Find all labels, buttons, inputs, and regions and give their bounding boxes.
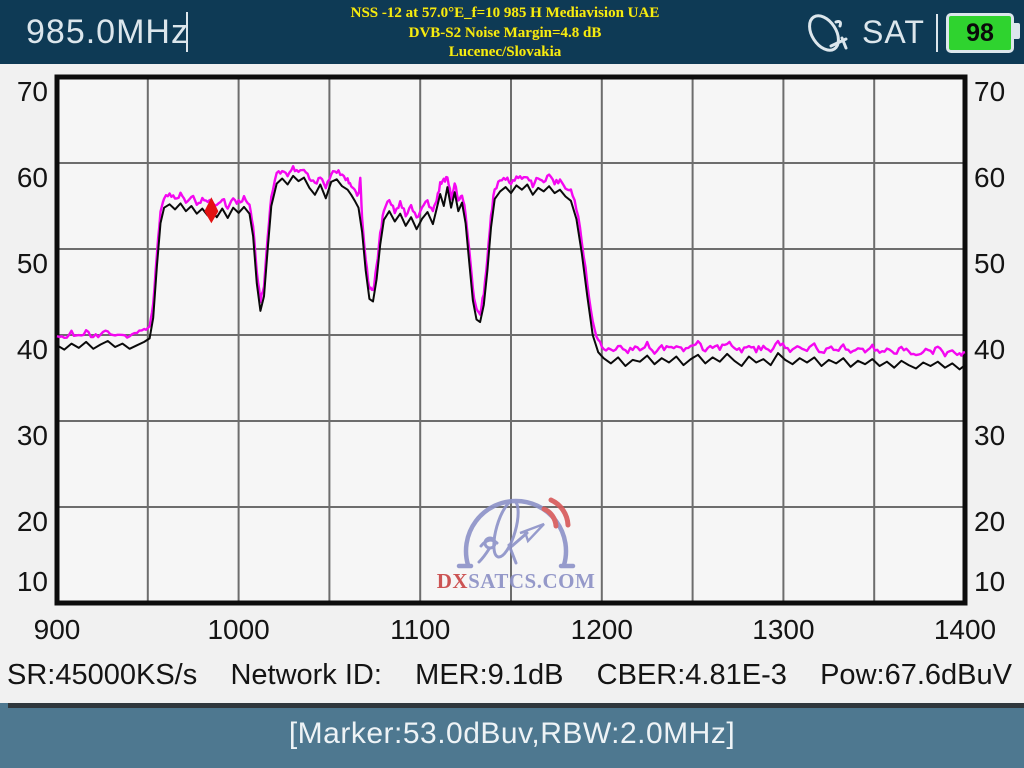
svg-text:900: 900 [34,614,81,645]
battery-nub [1014,23,1020,39]
transponder-title-line: NSS -12 at 57.0°E_f=10 985 H Mediavision… [350,5,660,21]
svg-text:60: 60 [17,162,48,193]
topbar-separator-2 [936,14,938,52]
measurement-status-row: SR:45000KS/s Network ID: MER:9.1dB CBER:… [0,652,1024,698]
cber-value: CBER:4.81E-3 [596,658,787,691]
logo-signal-arc [548,497,571,528]
svg-text:40: 40 [17,334,48,365]
logo-signal-arc [541,506,559,529]
svg-text:50: 50 [974,248,1005,279]
svg-text:1000: 1000 [207,614,269,645]
current-frequency: 985.0MHz [26,13,189,51]
spectrum-plot: 70 70 60 60 50 50 40 40 30 30 20 20 10 10 900 1000 1100 1… [17,74,1005,645]
plot-grid: 70 70 60 60 50 50 40 40 30 30 20 20 10 10 900 1000 1100 1… [17,74,1005,645]
noise-margin-line: DVB-S2 Noise Margin=4.8 dB [408,24,602,41]
logo-dish [492,499,520,559]
battery-percent: 98 [966,19,994,47]
svg-text:1100: 1100 [390,614,450,645]
logo-plane [519,522,545,544]
topbar-separator [186,12,188,52]
svg-text:60: 60 [974,162,1005,193]
location-line: Lucenec/Slovakia [448,44,562,60]
battery-indicator: 98 [946,13,1020,53]
marker-readout: [Marker:53.0dBuv,RBW:2.0MHz] [288,717,736,750]
svg-text:10: 10 [17,566,48,597]
symbol-rate-value: SR:45000KS/s [7,658,198,691]
sat-mode-label: SAT [862,14,925,50]
svg-text:20: 20 [974,506,1005,537]
svg-text:30: 30 [974,420,1005,451]
plot-traces [56,164,966,371]
svg-text:40: 40 [974,334,1005,365]
marker-diamond [204,197,219,224]
power-value: Pow:67.6dBuV [820,658,1012,691]
svg-text:1200: 1200 [571,614,633,645]
transponder-info: NSS -12 at 57.0°E_f=10 985 H Mediavision… [220,4,790,63]
mer-value: MER:9.1dB [415,658,564,691]
svg-text:70: 70 [974,76,1005,107]
satellite-dish-icon [808,14,848,52]
svg-text:1400: 1400 [934,614,996,645]
dxsatcs-watermark-logo: DXSATCS.COM [437,497,596,593]
svg-text:20: 20 [17,506,48,537]
svg-text:10: 10 [974,566,1005,597]
svg-text:1300: 1300 [752,614,814,645]
logo-text: DXSATCS.COM [437,569,596,593]
top-status-bar: 985.0MHz NSS -12 at 57.0°E_f=10 985 H Me… [0,0,1024,64]
bottom-marker-bar: [Marker:53.0dBuv,RBW:2.0MHz] [0,703,1024,768]
svg-text:70: 70 [17,76,48,107]
network-id-value: Network ID: [230,658,382,691]
svg-text:50: 50 [17,248,48,279]
bottom-divider [8,703,1024,708]
svg-text:30: 30 [17,420,48,451]
